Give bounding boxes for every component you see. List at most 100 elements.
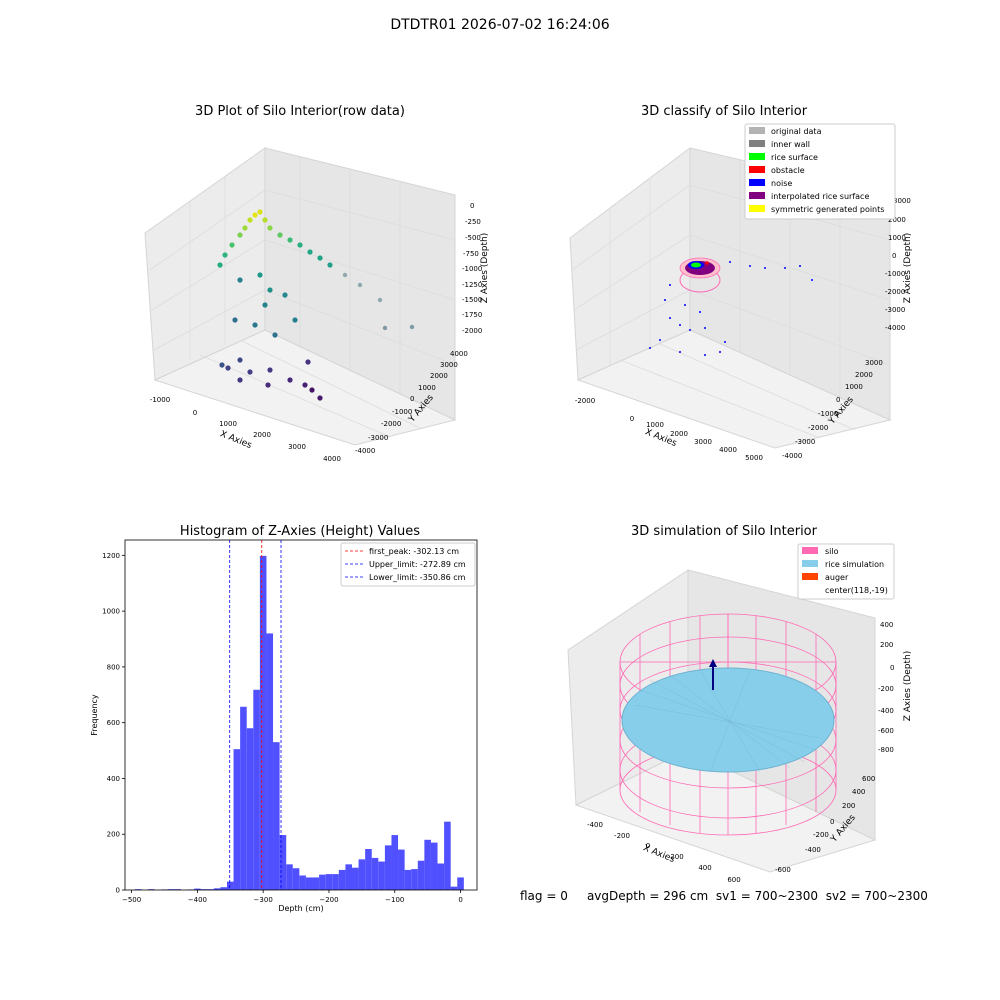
classify-legend-label: inner wall <box>771 140 810 149</box>
raw-x-tick: 0 <box>193 409 197 417</box>
raw-point <box>282 292 288 298</box>
y-tick-label: 0 <box>116 887 120 895</box>
classify-floor-pane <box>576 329 892 449</box>
raw-point <box>252 212 258 218</box>
histogram-bar <box>411 869 418 890</box>
histogram-bar <box>351 867 359 890</box>
noise-point <box>669 284 671 286</box>
raw-point <box>377 297 383 303</box>
histogram-y-label: Frequency <box>90 694 99 736</box>
histogram-bar <box>338 869 346 890</box>
noise-point <box>659 339 661 341</box>
y-tick-label: 1000 <box>102 608 120 616</box>
histogram-bar <box>384 845 392 890</box>
histogram-bar <box>444 821 451 890</box>
histogram-bar <box>371 857 379 890</box>
raw-y-tick: -2000 <box>381 420 401 428</box>
raw-point <box>222 252 228 258</box>
classify-y-tick: 1000 <box>845 383 863 391</box>
histogram-bar <box>194 888 201 890</box>
y-tick-label: 400 <box>107 775 120 783</box>
raw-y-tick: 2000 <box>430 372 448 380</box>
sim-z-tick: -600 <box>878 727 894 735</box>
raw-point <box>247 217 253 223</box>
flag-text: flag = 0 <box>520 889 568 903</box>
raw-z-label: Z Axies (Depth) <box>480 233 490 304</box>
simulation-3d-plot: -400 -200 0 200 400 600 -600 -400 -200 0… <box>567 543 913 884</box>
classify-obstacle <box>705 261 709 265</box>
classify-x-tick: -2000 <box>575 397 595 405</box>
histogram-bar <box>259 555 267 890</box>
classify-legend-swatch <box>749 179 765 186</box>
histogram-bar <box>325 874 333 890</box>
raw-point <box>409 324 415 330</box>
classify-rice-surface <box>691 262 701 268</box>
histogram-bar <box>312 877 320 890</box>
noise-point <box>699 311 701 313</box>
classify-y-tick: -2000 <box>808 424 828 432</box>
histogram-bar <box>134 889 142 890</box>
raw-point <box>292 317 298 323</box>
raw-point <box>229 242 235 248</box>
raw-scatter-points <box>217 209 415 401</box>
histogram-chart: −500 −400 −300 −200 −100 0 0 200 400 600 800 1000 1… <box>90 539 478 913</box>
histogram-bar <box>233 749 241 890</box>
y-tick-label: 800 <box>107 663 120 671</box>
classify-legend: original data inner wall rice surface obsta… <box>744 123 896 220</box>
noise-point <box>811 279 813 281</box>
x-tick-label: −500 <box>122 896 141 904</box>
classify-legend-swatch <box>749 166 765 173</box>
sim-x-tick: -400 <box>587 821 603 829</box>
classify-legend-swatch <box>749 127 765 134</box>
sim-z-tick: 200 <box>880 641 893 649</box>
classify-y-tick: -1000 <box>818 410 838 418</box>
noise-point <box>719 351 721 353</box>
raw-point <box>305 359 311 365</box>
histogram-bar <box>220 887 227 890</box>
raw-point <box>317 255 323 261</box>
raw-point <box>342 272 348 278</box>
histogram-bar <box>273 742 280 890</box>
x-tick-label: −300 <box>254 896 273 904</box>
avg-depth-text: avgDepth = 296 cm <box>586 889 709 903</box>
raw-y-tick: -3000 <box>368 434 388 442</box>
sim-x-tick: -200 <box>614 832 630 840</box>
classify-z-tick: 0 <box>892 252 896 260</box>
histogram-bar <box>332 874 339 890</box>
histogram-legend-label: Upper_limit: -272.89 cm <box>369 560 466 569</box>
classify-legend-box <box>744 123 896 220</box>
raw-point <box>267 225 273 231</box>
simulation-legend-label: center(118,-19) <box>825 586 888 595</box>
sim-x-tick: 200 <box>670 853 683 861</box>
histogram-bar <box>437 863 445 890</box>
histogram-bar <box>200 889 208 890</box>
noise-point <box>704 354 706 356</box>
histogram-bar <box>253 689 260 890</box>
y-tick-label: 600 <box>107 719 120 727</box>
histogram-legend-box <box>340 542 476 587</box>
raw-point <box>242 225 248 231</box>
noise-point <box>749 265 751 267</box>
noise-point <box>664 299 666 301</box>
classify-y-tick: 0 <box>836 396 840 404</box>
histogram-bar <box>319 874 326 890</box>
raw-point <box>252 322 258 328</box>
sim-y-tick: 600 <box>862 775 875 783</box>
x-tick-label: 0 <box>458 896 462 904</box>
raw-point <box>272 332 278 338</box>
raw-gridlines <box>149 157 456 438</box>
classify-x-tick: 1000 <box>646 421 664 429</box>
raw-point <box>262 302 268 308</box>
histogram-legend: first_peak: -302.13 cm Upper_limit: -272.… <box>340 542 476 587</box>
histogram-bar <box>404 869 412 890</box>
x-tick-label: −200 <box>319 896 338 904</box>
raw-point <box>307 249 313 255</box>
raw-point <box>267 367 273 373</box>
raw-point <box>357 282 363 288</box>
histogram-bar <box>266 633 274 890</box>
histogram-bar <box>358 859 366 890</box>
histogram-bar <box>279 835 287 890</box>
sim-auger-arrow <box>709 659 717 667</box>
histogram-bar <box>391 835 399 890</box>
sim-y-tick: -200 <box>813 831 829 839</box>
